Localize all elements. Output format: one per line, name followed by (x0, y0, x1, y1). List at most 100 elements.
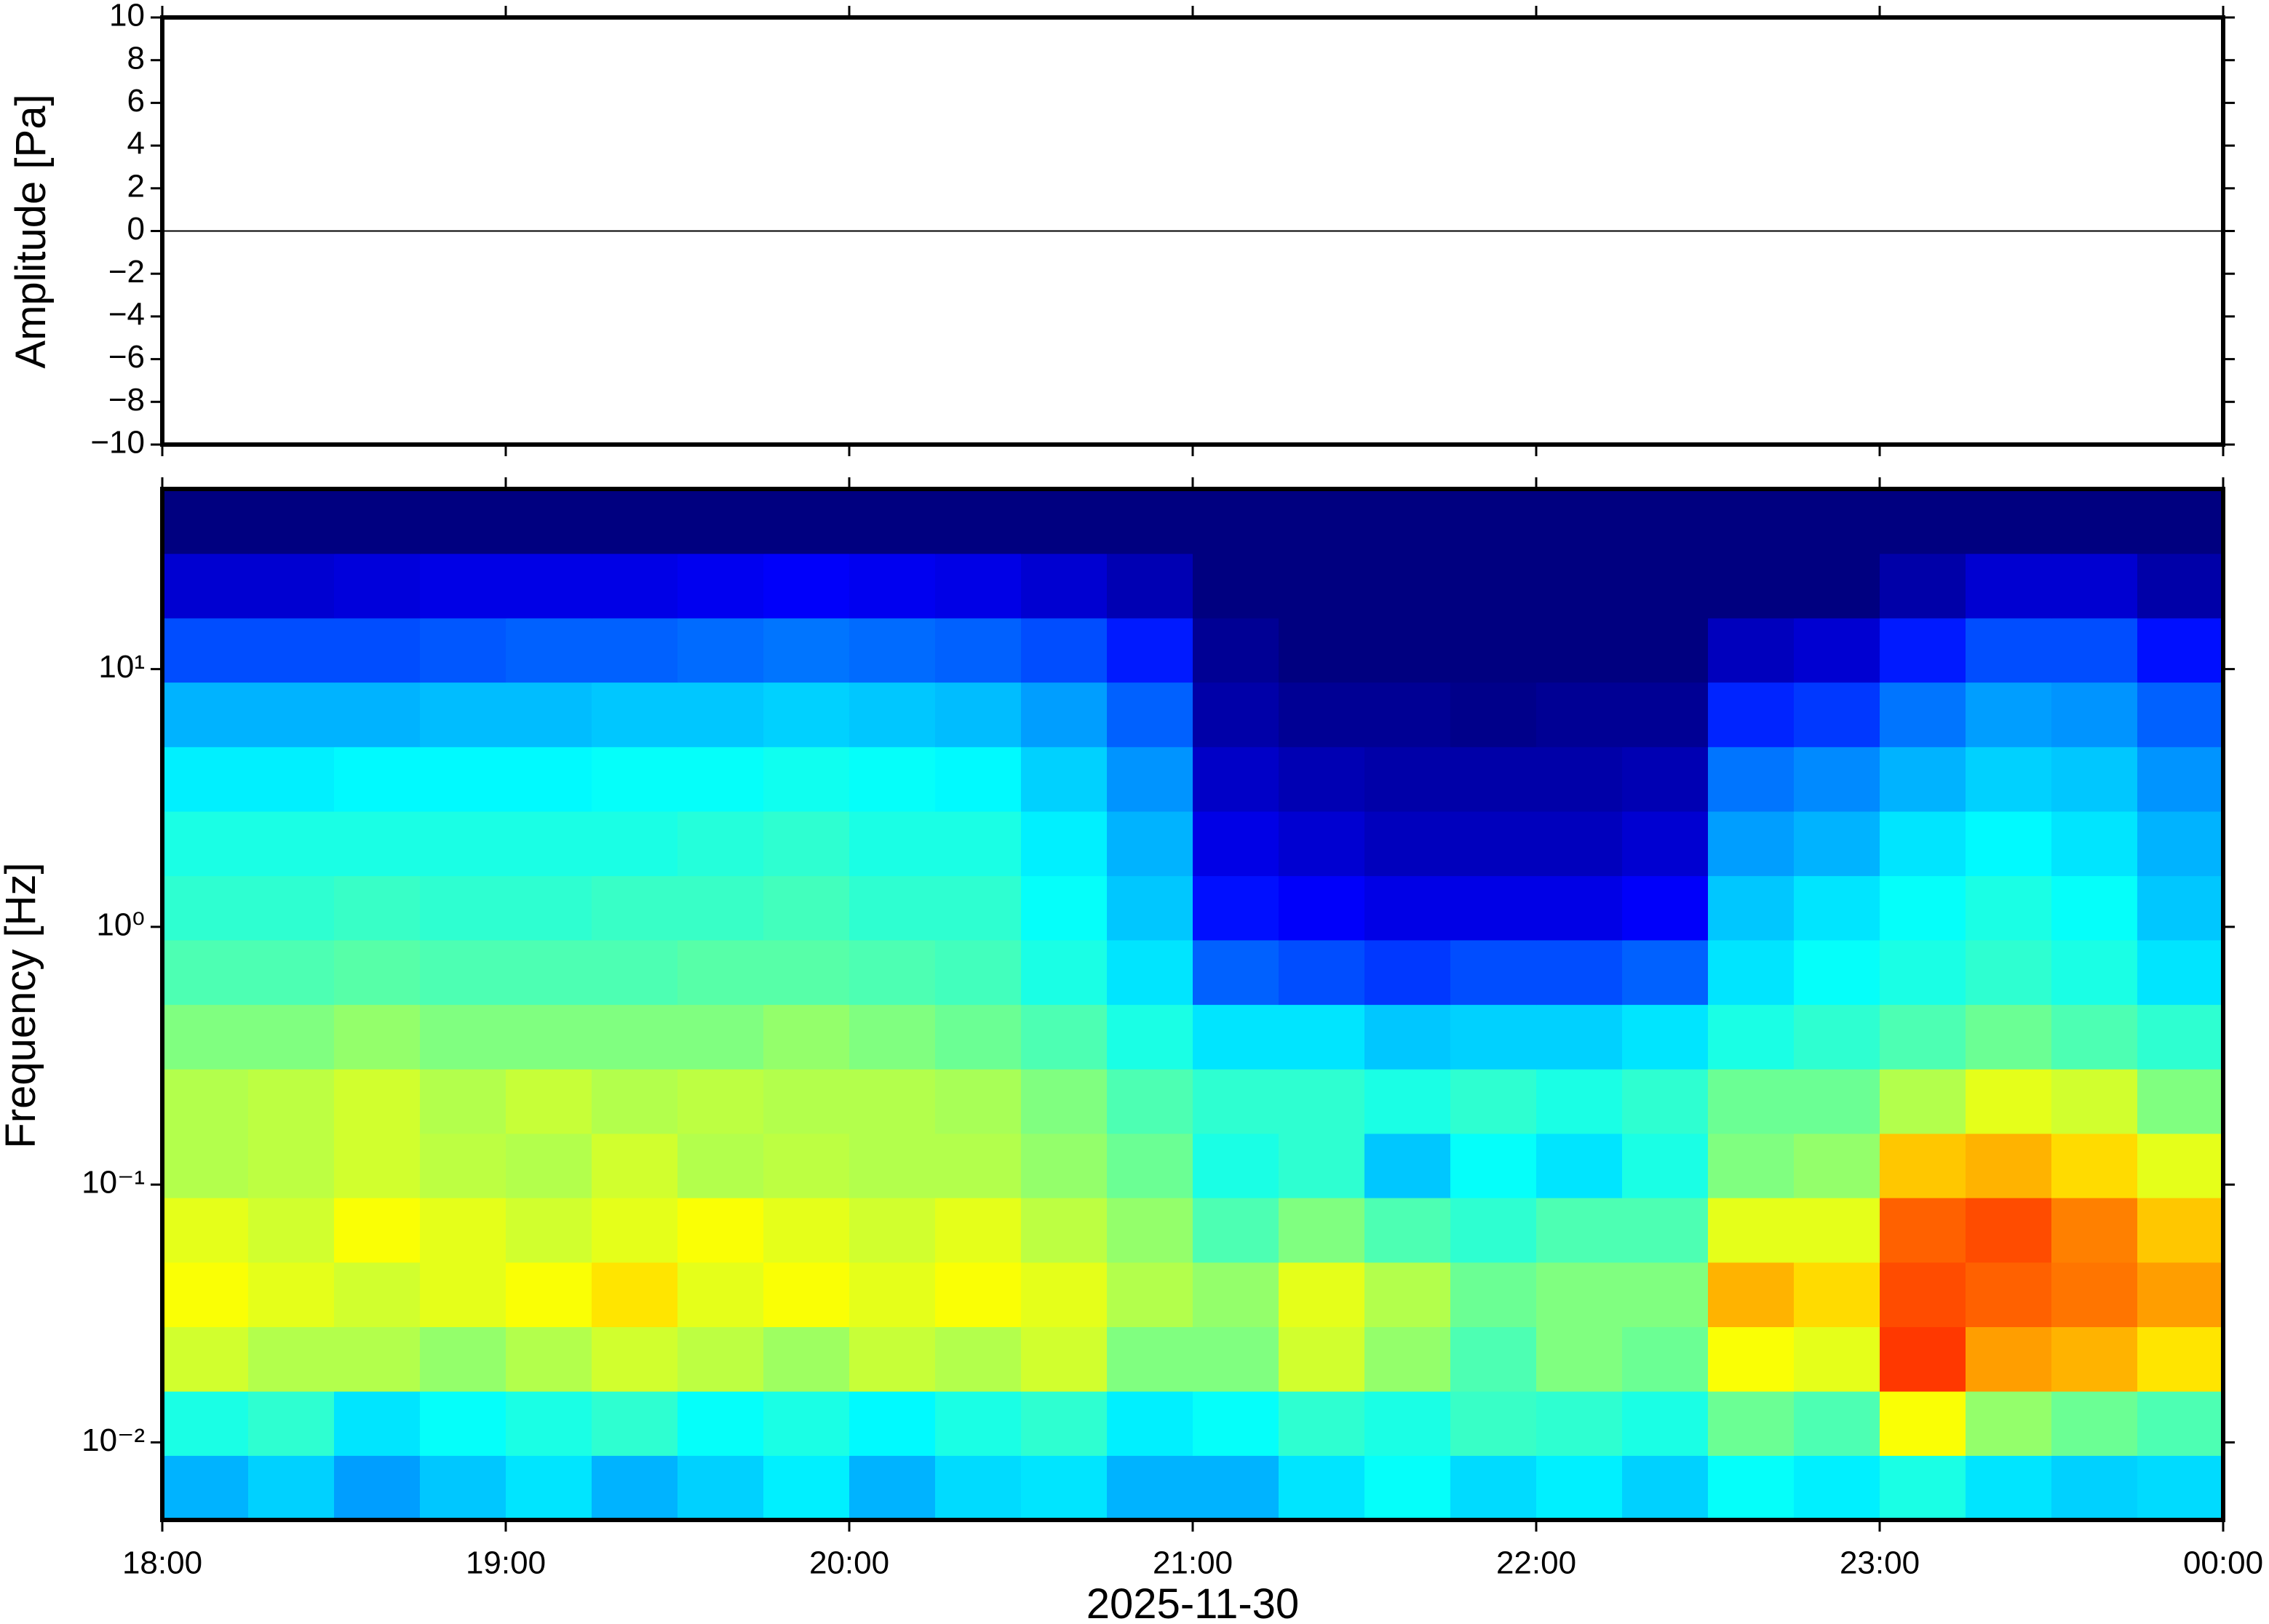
spectrogram-cell (1279, 489, 1365, 554)
spectrogram-cell (1364, 489, 1451, 554)
spectrogram-cell (334, 747, 421, 812)
spectrogram-cell (334, 618, 421, 683)
spectrogram-cell (1622, 747, 1709, 812)
y-tick-label: −4 (108, 297, 145, 333)
spectrogram-cell (1708, 1262, 1795, 1328)
spectrogram-cell (1450, 747, 1537, 812)
spectrogram-cell (2051, 553, 2138, 618)
spectrogram-cell (677, 939, 764, 1006)
spectrogram-cell (162, 1326, 249, 1392)
spectrogram-cell (1107, 939, 1193, 1006)
spectrogram-cell (1021, 1004, 1108, 1070)
spectrogram-cell (1107, 553, 1193, 618)
spectrogram-cell (334, 1326, 421, 1392)
spectrogram-cell (248, 1133, 335, 1198)
spectrogram-cell (592, 1198, 678, 1263)
spectrogram-cell (1622, 1069, 1709, 1134)
spectrogram-cell (1021, 682, 1108, 747)
spectrogram-cell (2137, 747, 2224, 812)
spectrogram-cell (1622, 939, 1709, 1006)
spectrogram-cell (1193, 1326, 1279, 1392)
spectrogram-cell (2137, 682, 2224, 747)
spectrogram-cell (1021, 875, 1108, 941)
spectrogram-cell (677, 1069, 764, 1134)
y-tick-label: 10⁰ (96, 907, 145, 942)
spectrogram-cell (1450, 811, 1537, 877)
spectrogram-cell (1021, 1198, 1108, 1263)
x-tick-label: 18:00 (122, 1545, 202, 1581)
spectrogram-cell (935, 618, 1022, 683)
spectrogram-cell (935, 553, 1022, 618)
spectrogram-cell (506, 747, 592, 812)
spectrogram-cell (2137, 1326, 2224, 1392)
spectrogram-cell (1708, 1133, 1795, 1198)
spectrogram-cell (334, 1133, 421, 1198)
spectrogram-cell (1622, 875, 1709, 941)
spectrogram-cell (248, 875, 335, 941)
spectrogram-cell (1450, 1069, 1537, 1134)
spectrogram-cell (1536, 489, 1623, 554)
x-tick-label: 19:00 (466, 1545, 546, 1581)
spectrogram-cell (849, 1390, 936, 1456)
spectrogram-cell (1622, 553, 1709, 618)
spectrogram-cell (420, 1326, 506, 1392)
spectrogram-cell (334, 1262, 421, 1328)
spectrogram-cell (849, 489, 936, 554)
spectrogram-cell (592, 1262, 678, 1328)
spectrogram-cell (248, 682, 335, 747)
spectrogram-cell (162, 553, 249, 618)
spectrogram-cell (763, 747, 850, 812)
spectrogram-cell (677, 747, 764, 812)
spectrogram-cell (1107, 1198, 1193, 1263)
spectrogram-cell (763, 553, 850, 618)
spectrogram-cell (763, 1262, 850, 1328)
spectrogram-cell (1279, 811, 1365, 877)
spectrogram-cell (1966, 875, 2052, 941)
spectrogram-cell (1880, 747, 1966, 812)
spectrogram-cell (506, 1133, 592, 1198)
y-tick-label: −2 (108, 254, 145, 290)
spectrogram-cell (677, 1004, 764, 1070)
spectrogram-cell (1708, 747, 1795, 812)
spectrogram-cell (592, 1069, 678, 1134)
spectrogram-cell (420, 1133, 506, 1198)
spectrogram-cell (677, 1198, 764, 1263)
spectrogram-cell (763, 1133, 850, 1198)
spectrogram-cell (506, 1390, 592, 1456)
spectrogram-cell (248, 1004, 335, 1070)
spectrogram-cell (1536, 1262, 1623, 1328)
spectrogram-cell (1107, 489, 1193, 554)
spectrogram-cell (1021, 747, 1108, 812)
spectrogram-cell (1794, 811, 1880, 877)
y-tick-label: 0 (127, 211, 145, 247)
spectrogram-cell (849, 811, 936, 877)
y-tick-label: −8 (108, 382, 145, 418)
spectrogram-cell (1966, 1069, 2052, 1134)
spectrogram-cell (162, 1390, 249, 1456)
spectrogram-cell (2137, 1390, 2224, 1456)
spectrogram-cell (1021, 939, 1108, 1006)
spectrogram-cell (1021, 1069, 1108, 1134)
spectrogram-cell (2137, 1198, 2224, 1263)
spectrogram-cell (1279, 553, 1365, 618)
x-tick-label: 00:00 (2183, 1545, 2263, 1581)
spectrogram-cell (1880, 811, 1966, 877)
spectrogram-cell (1193, 553, 1279, 618)
spectrogram-cell (849, 939, 936, 1006)
spectrogram (162, 489, 2224, 1521)
spectrogram-cell (506, 811, 592, 877)
spectrogram-cell (592, 489, 678, 554)
spectrogram-cell (162, 811, 249, 877)
spectrogram-cell (1536, 1198, 1623, 1263)
spectrogram-cell (248, 747, 335, 812)
spectrogram-cell (935, 939, 1022, 1006)
spectrogram-cell (1193, 1455, 1279, 1521)
spectrogram-cell (1622, 1390, 1709, 1456)
spectrogram-cell (1279, 1390, 1365, 1456)
spectrogram-cell (1279, 1069, 1365, 1134)
spectrogram-cell (334, 682, 421, 747)
spectrogram-cell (1107, 1133, 1193, 1198)
spectrogram-cell (420, 682, 506, 747)
spectrogram-cell (248, 1198, 335, 1263)
spectrogram-cell (1880, 553, 1966, 618)
